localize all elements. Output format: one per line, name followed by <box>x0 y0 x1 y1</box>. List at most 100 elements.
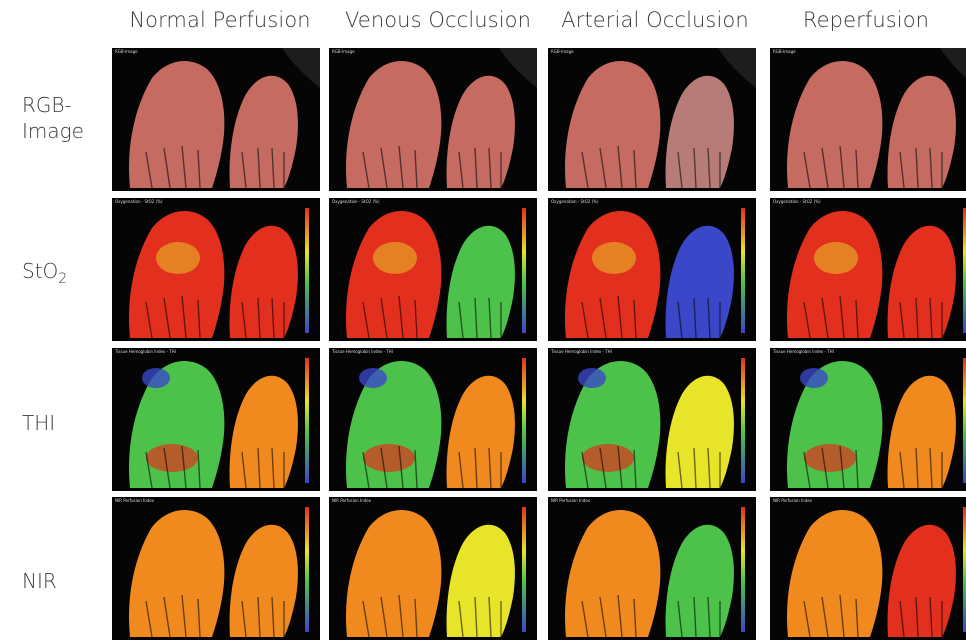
rgb-normal-image <box>112 48 320 191</box>
panel-tag: NIR Perfusion Index <box>551 498 591 503</box>
right-hand <box>887 375 956 488</box>
sto2-arterial-panel: Oxygenation - StO2 (%) <box>548 198 756 341</box>
panel-tag: Oxygenation - StO2 (%) <box>551 199 599 204</box>
color-scale-bar <box>963 358 966 483</box>
rgb-reperfusion-panel: RGB-Image <box>770 48 966 191</box>
thi-venous-image <box>329 348 537 491</box>
row-label-nir: NIR <box>22 569 57 593</box>
thi-venous-panel: Tissue Hemoglobin Index - THI <box>329 348 537 491</box>
color-scale-bar <box>305 507 309 632</box>
color-scale-bar <box>741 358 745 483</box>
row-label-rgb-line1: RGB- <box>22 93 72 117</box>
rgb-arterial-panel: RGB-Image <box>548 48 756 191</box>
panel-tag: Tissue Hemoglobin Index - THI <box>551 349 612 354</box>
column-header-reperfusion: Reperfusion <box>802 8 930 32</box>
panel-tag: NIR Perfusion Index <box>773 498 813 503</box>
nir-normal-image <box>112 497 320 640</box>
sto2-venous-image <box>329 198 537 341</box>
color-scale-bar <box>305 208 309 333</box>
panel-tag: NIR Perfusion Index <box>332 498 372 503</box>
row-label-rgb-line2: Image <box>22 119 84 143</box>
right-hand <box>665 225 734 338</box>
thi-arterial-panel: Tissue Hemoglobin Index - THI <box>548 348 756 491</box>
left-hand <box>564 60 661 188</box>
color-scale-bar <box>305 358 309 483</box>
panel-tag: RGB-Image <box>115 49 138 54</box>
row-label-thi: THI <box>22 411 56 435</box>
right-hand <box>887 75 956 188</box>
nir-arterial-image <box>548 497 756 640</box>
panel-tag: RGB-Image <box>332 49 355 54</box>
left-hand <box>128 509 225 637</box>
color-scale-bar <box>963 507 966 632</box>
right-hand <box>446 524 515 637</box>
row-label-sto2-text: StO <box>22 259 59 283</box>
right-hand <box>229 75 298 188</box>
rgb-venous-image <box>329 48 537 191</box>
color-scale-bar <box>522 208 526 333</box>
color-scale-bar <box>522 507 526 632</box>
row-label-sto2-subscript: 2 <box>58 271 68 287</box>
rgb-normal-panel: RGB-Image <box>112 48 320 191</box>
color-scale-bar <box>522 358 526 483</box>
right-hand <box>887 225 956 338</box>
right-hand <box>446 75 515 188</box>
left-hand <box>128 60 225 188</box>
nir-normal-panel: NIR Perfusion Index <box>112 497 320 640</box>
column-header-normal-perfusion: Normal Perfusion <box>129 8 311 32</box>
sto2-normal-panel: Oxygenation - StO2 (%) <box>112 198 320 341</box>
panel-tag: RGB-Image <box>551 49 574 54</box>
rgb-arterial-image <box>548 48 756 191</box>
sto2-venous-panel: Oxygenation - StO2 (%) <box>329 198 537 341</box>
nir-reperfusion-image <box>770 497 966 640</box>
panel-tag: Tissue Hemoglobin Index - THI <box>332 349 393 354</box>
color-scale-bar <box>963 208 966 333</box>
thi-arterial-image <box>548 348 756 491</box>
left-hand <box>345 509 442 637</box>
right-hand <box>665 524 734 637</box>
left-hand <box>564 509 661 637</box>
nir-venous-image <box>329 497 537 640</box>
left-hand <box>786 60 883 188</box>
color-scale-bar <box>741 208 745 333</box>
rgb-venous-panel: RGB-Image <box>329 48 537 191</box>
column-header-arterial-occlusion: Arterial Occlusion <box>561 8 749 32</box>
panel-tag: RGB-Image <box>773 49 796 54</box>
sto2-arterial-image <box>548 198 756 341</box>
thi-normal-image <box>112 348 320 491</box>
panel-tag: NIR Perfusion Index <box>115 498 155 503</box>
panel-tag: Oxygenation - StO2 (%) <box>332 199 380 204</box>
right-hand <box>229 225 298 338</box>
row-label-sto2: StO2 <box>22 258 67 292</box>
left-hand <box>345 210 442 338</box>
right-hand <box>887 524 956 637</box>
right-hand <box>446 375 515 488</box>
color-scale-bar <box>741 507 745 632</box>
row-label-rgb-image: RGB- Image <box>22 92 84 144</box>
nir-reperfusion-panel: NIR Perfusion Index <box>770 497 966 640</box>
thi-reperfusion-image <box>770 348 966 491</box>
right-hand <box>446 225 515 338</box>
rgb-reperfusion-image <box>770 48 966 191</box>
left-hand <box>128 210 225 338</box>
right-hand <box>229 375 298 488</box>
left-hand <box>564 210 661 338</box>
left-hand <box>786 509 883 637</box>
left-hand <box>345 60 442 188</box>
thi-normal-panel: Tissue Hemoglobin Index - THI <box>112 348 320 491</box>
nir-venous-panel: NIR Perfusion Index <box>329 497 537 640</box>
panel-tag: Tissue Hemoglobin Index - THI <box>115 349 176 354</box>
right-hand <box>665 75 734 188</box>
column-header-venous-occlusion: Venous Occlusion <box>344 8 532 32</box>
panel-tag: Tissue Hemoglobin Index - THI <box>773 349 834 354</box>
sto2-reperfusion-image <box>770 198 966 341</box>
thi-reperfusion-panel: Tissue Hemoglobin Index - THI <box>770 348 966 491</box>
sto2-reperfusion-panel: Oxygenation - StO2 (%) <box>770 198 966 341</box>
right-hand <box>665 375 734 488</box>
panel-tag: Oxygenation - StO2 (%) <box>773 199 821 204</box>
left-hand <box>786 210 883 338</box>
panel-tag: Oxygenation - StO2 (%) <box>115 199 163 204</box>
right-hand <box>229 524 298 637</box>
sto2-normal-image <box>112 198 320 341</box>
nir-arterial-panel: NIR Perfusion Index <box>548 497 756 640</box>
